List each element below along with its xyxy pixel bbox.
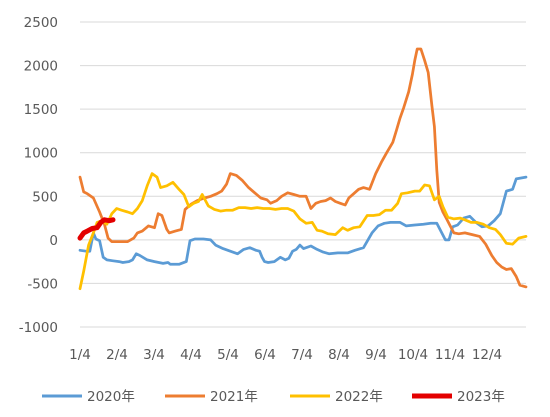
y-tick-label: -500 xyxy=(27,276,58,292)
x-tick-label: 2/4 xyxy=(106,347,128,363)
legend: 2020年 2021年 2022年 2023年 xyxy=(42,389,505,405)
series-line-1 xyxy=(78,47,528,289)
x-axis-ticks: 1/4 2/4 3/4 4/4 5/4 6/4 7/4 8/4 9/4 10/4 11/4 12/4 xyxy=(69,347,502,363)
series-line-0 xyxy=(78,175,528,266)
legend-label-2: 2022年 xyxy=(335,389,383,405)
x-tick-label: 5/4 xyxy=(217,347,239,363)
x-tick-label: 9/4 xyxy=(365,347,387,363)
x-tick-label: 6/4 xyxy=(254,347,276,363)
y-tick-label: 0 xyxy=(49,233,58,249)
y-tick-label: 2000 xyxy=(24,59,58,75)
legend-label-1: 2021年 xyxy=(210,389,258,405)
x-tick-label: 12/4 xyxy=(472,347,502,363)
gridlines xyxy=(80,21,526,328)
x-tick-label: 4/4 xyxy=(180,347,202,363)
x-tick-label: 3/4 xyxy=(143,347,165,363)
legend-label-0: 2020年 xyxy=(87,389,135,405)
x-tick-label: 8/4 xyxy=(328,347,350,363)
y-tick-label: -1000 xyxy=(19,320,58,336)
y-tick-label: 2500 xyxy=(24,15,58,31)
y-tick-label: 500 xyxy=(32,189,58,205)
legend-label-3: 2023年 xyxy=(457,389,505,405)
series-lines xyxy=(77,47,528,291)
series-line-2 xyxy=(78,172,528,291)
series-line-3 xyxy=(77,217,116,241)
x-tick-label: 1/4 xyxy=(69,347,91,363)
y-axis-ticks: -1000 -500 0 500 1000 1500 2000 2500 xyxy=(19,15,58,336)
x-tick-label: 10/4 xyxy=(398,347,428,363)
x-tick-label: 7/4 xyxy=(291,347,313,363)
x-tick-label: 11/4 xyxy=(435,347,465,363)
y-tick-label: 1500 xyxy=(24,102,58,118)
y-tick-label: 1000 xyxy=(24,146,58,162)
